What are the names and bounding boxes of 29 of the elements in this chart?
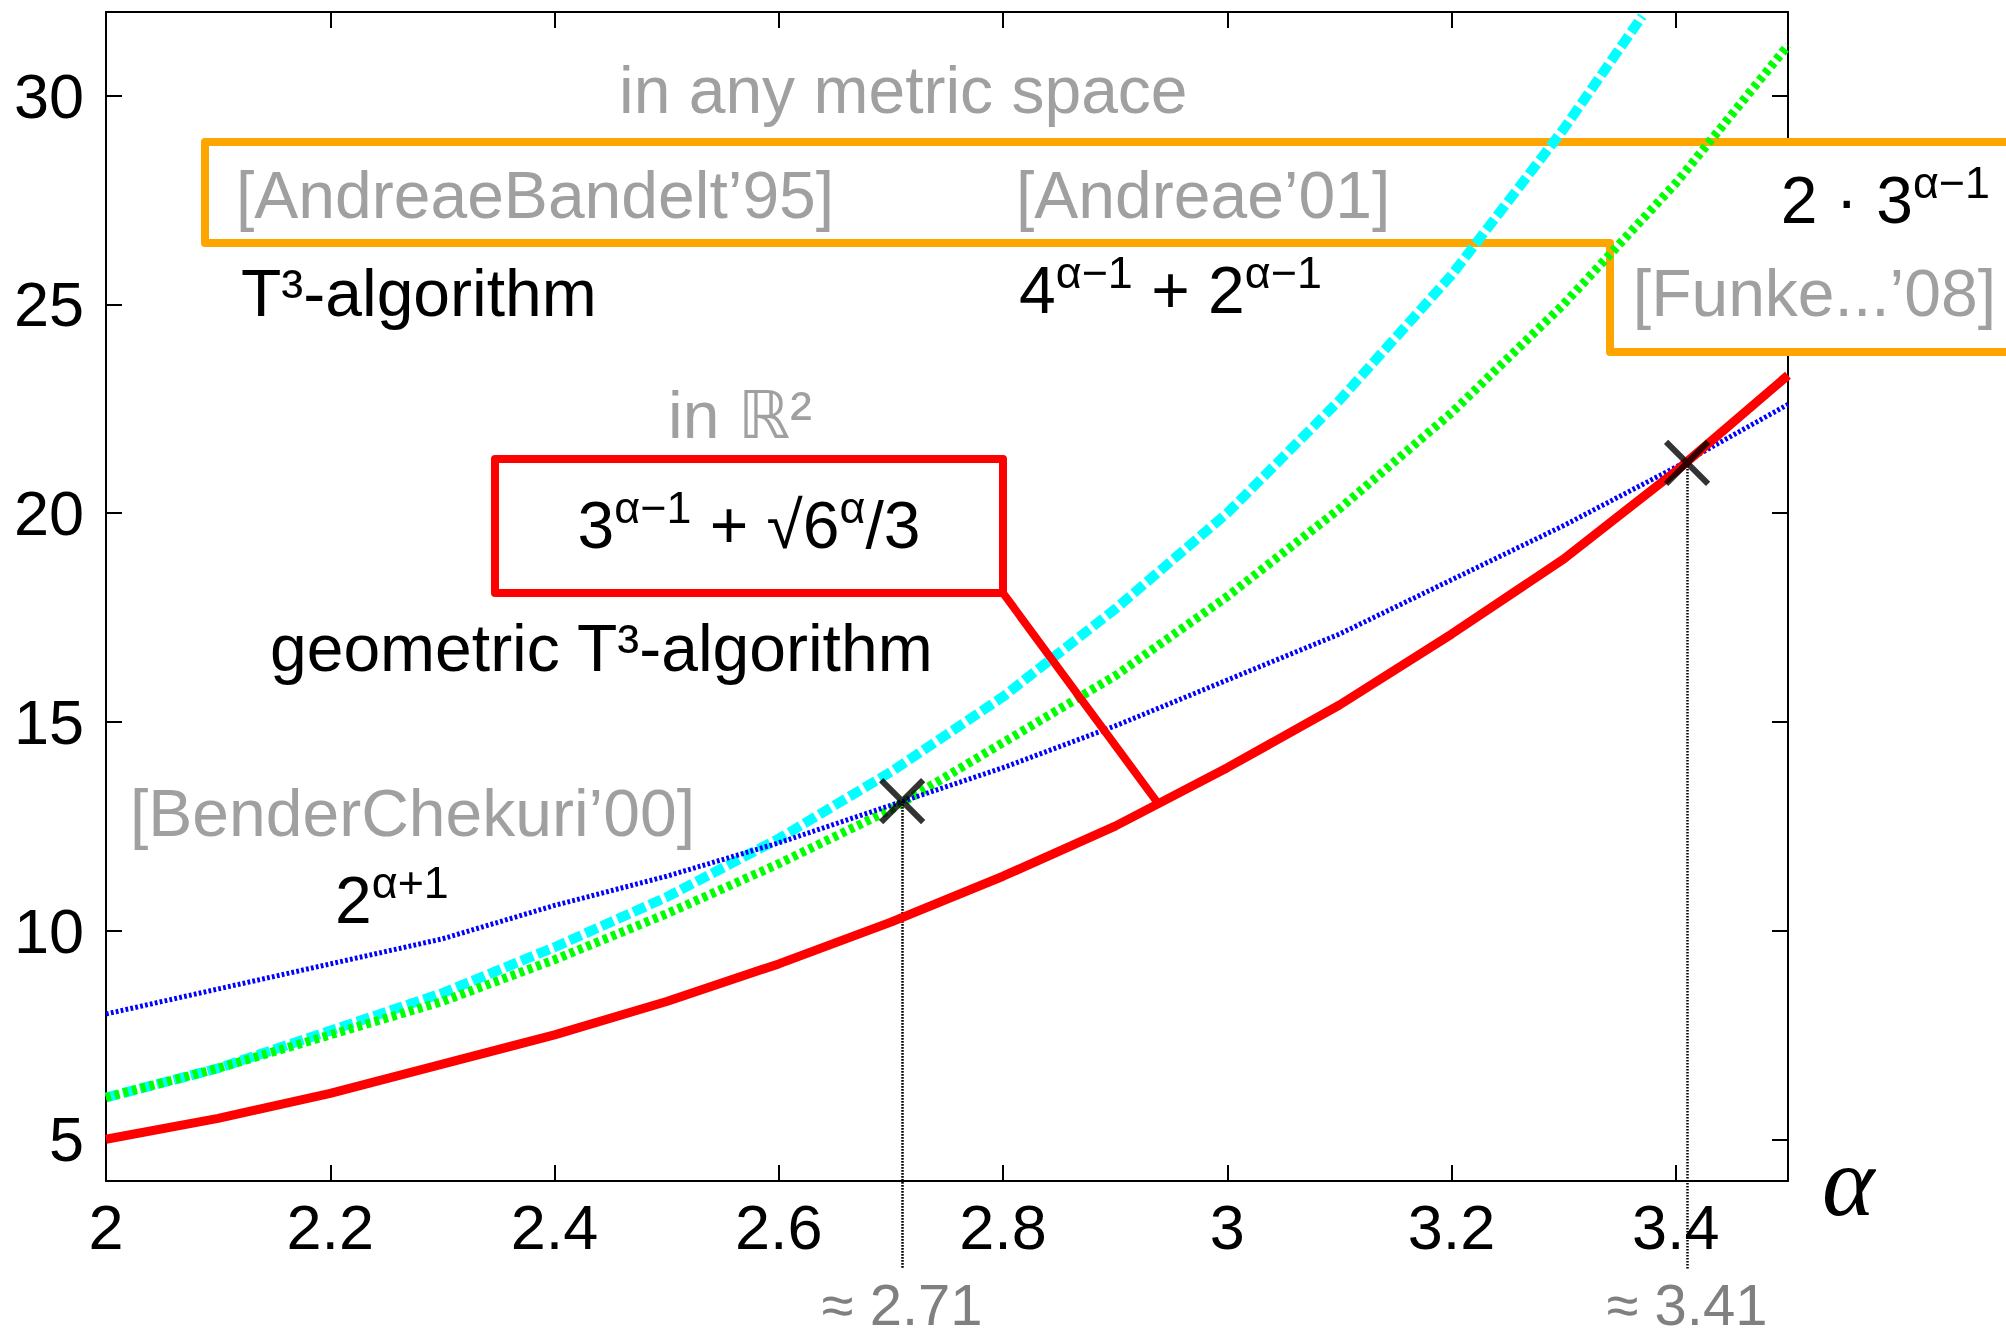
- y-tick-label: 25: [13, 269, 84, 340]
- y-tick-label: 30: [13, 60, 84, 131]
- x-axis-title: α: [1822, 1125, 1877, 1237]
- annotation: 2$^{α+1}$: [335, 857, 449, 937]
- x-tick-label: 3: [1209, 1191, 1245, 1262]
- annotation: [AndreaeBandelt’95]: [236, 158, 835, 232]
- x-tick-label: 2.2: [286, 1191, 375, 1262]
- annotation: geometric T³-algorithm: [270, 611, 933, 685]
- x-tick-label: 2: [88, 1191, 124, 1262]
- x-tick-label: 2.6: [735, 1191, 823, 1262]
- x-tick-label: 2.8: [959, 1191, 1047, 1262]
- y-tick-label: 20: [13, 478, 84, 548]
- annotation: 4$^{α−1}$ + 2$^{α−1}$: [1019, 247, 1322, 327]
- annotation: in any metric space: [619, 53, 1188, 127]
- x-tick-label: 2.4: [510, 1191, 599, 1262]
- ref-line-label: ≈ 2.71: [821, 1271, 983, 1337]
- annotation: 2 · 3$^{α−1}$: [1780, 157, 1990, 237]
- y-tick-label: 15: [13, 686, 84, 757]
- y-tick-label: 10: [13, 895, 84, 966]
- annotation: in ℝ²: [668, 378, 812, 452]
- x-tick-label: 3.4: [1632, 1191, 1720, 1262]
- y-tick-label: 5: [48, 1104, 84, 1175]
- x-tick-label: 3.2: [1407, 1191, 1496, 1262]
- ref-line-label: ≈ 3.41: [1606, 1271, 1768, 1337]
- annotation: 3$^{α−1}$ + √6$^{α}$/3: [577, 482, 921, 562]
- annotation: [Andreae’01]: [1016, 158, 1391, 232]
- annotation: T³-algorithm: [241, 256, 597, 330]
- annotation: [Funke...’08]: [1632, 256, 1996, 330]
- annotation: [BenderChekuri’00]: [130, 776, 695, 850]
